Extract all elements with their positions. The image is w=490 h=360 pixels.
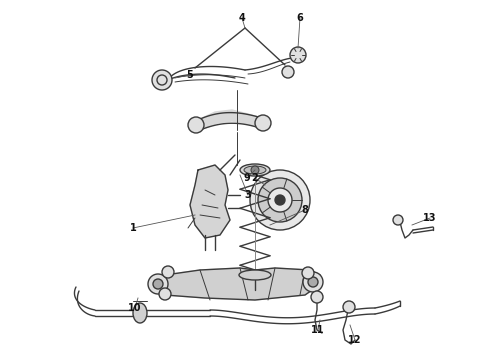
Polygon shape [198, 110, 262, 130]
Ellipse shape [133, 303, 147, 323]
Circle shape [282, 66, 294, 78]
Text: 6: 6 [296, 13, 303, 23]
Ellipse shape [239, 270, 271, 280]
Text: 2: 2 [252, 173, 258, 183]
Circle shape [290, 47, 306, 63]
Text: 13: 13 [423, 213, 437, 223]
Text: 3: 3 [245, 190, 251, 200]
Circle shape [302, 267, 314, 279]
Circle shape [152, 70, 172, 90]
Circle shape [303, 272, 323, 292]
Polygon shape [155, 268, 320, 300]
Text: 8: 8 [301, 205, 308, 215]
Circle shape [250, 170, 310, 230]
Text: 5: 5 [187, 70, 194, 80]
Circle shape [162, 266, 174, 278]
Circle shape [275, 195, 285, 205]
Circle shape [308, 277, 318, 287]
Circle shape [311, 291, 323, 303]
Circle shape [188, 117, 204, 133]
Text: 12: 12 [348, 335, 362, 345]
Circle shape [258, 178, 302, 222]
Ellipse shape [244, 166, 266, 174]
Text: 4: 4 [239, 13, 245, 23]
Ellipse shape [240, 164, 270, 176]
Circle shape [251, 166, 259, 174]
Text: 1: 1 [130, 223, 136, 233]
Text: 10: 10 [128, 303, 142, 313]
Circle shape [255, 115, 271, 131]
Circle shape [153, 279, 163, 289]
Text: 9: 9 [244, 173, 250, 183]
Circle shape [393, 215, 403, 225]
Circle shape [268, 188, 292, 212]
Text: 11: 11 [311, 325, 325, 335]
Circle shape [148, 274, 168, 294]
Polygon shape [190, 165, 230, 238]
Circle shape [343, 301, 355, 313]
Circle shape [159, 288, 171, 300]
